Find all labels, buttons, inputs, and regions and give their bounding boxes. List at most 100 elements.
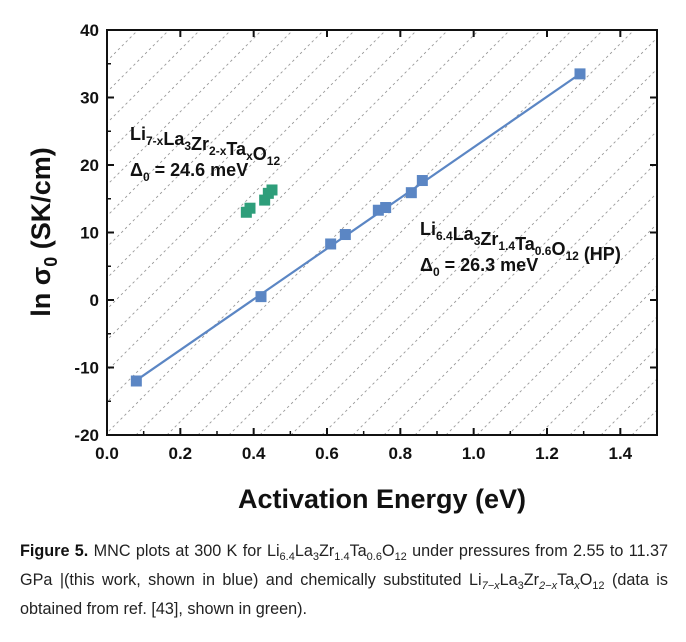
hatch-line bbox=[569, 347, 657, 435]
hatch-line bbox=[290, 68, 657, 435]
data-point bbox=[372, 204, 384, 216]
hatch-line bbox=[631, 409, 657, 435]
hatch-line bbox=[507, 285, 657, 435]
hatch-line bbox=[476, 254, 657, 435]
formula-subscript: 7−x bbox=[481, 580, 500, 593]
hatch-line bbox=[197, 30, 604, 435]
hatch-line bbox=[259, 37, 657, 435]
x-tick-label: 1.4 bbox=[609, 444, 633, 463]
formula-text: O bbox=[551, 239, 565, 259]
hatch-line bbox=[166, 30, 573, 435]
formula-text: Zr bbox=[480, 229, 498, 249]
caption-text-2: under pressures from 2.55 to 11.37 GPa |… bbox=[20, 542, 668, 590]
formula-text: Li bbox=[130, 124, 146, 144]
data-point bbox=[380, 202, 392, 214]
hatch-line bbox=[107, 30, 480, 403]
data-point bbox=[416, 175, 428, 187]
formula-subscript: 12 bbox=[394, 551, 407, 564]
x-axis-ticks: 0.0 0.2 0.4 0.6 0.8 1.0 1.2 1.4 bbox=[95, 30, 633, 463]
data-point bbox=[266, 184, 278, 196]
x-tick-label: 1.2 bbox=[535, 444, 559, 463]
caption-text-3: (data is obtained from ref. [43], shown … bbox=[20, 571, 668, 619]
formula-subscript: 3 bbox=[312, 551, 319, 564]
formula-subscript: 12 bbox=[592, 580, 605, 593]
x-tick-label: 0.4 bbox=[242, 444, 266, 463]
blue-series-delta: Δ0 = 26.3 meV bbox=[420, 255, 538, 279]
data-point bbox=[259, 194, 271, 206]
hatch-line bbox=[600, 378, 657, 435]
formula-text: O bbox=[253, 144, 267, 164]
series-layer bbox=[130, 68, 586, 387]
caption-label: Figure 5. bbox=[20, 542, 89, 560]
mnc-chart: 0.0 0.2 0.4 0.6 0.8 1.0 1.2 1.4 -20-10010203040… bbox=[26, 21, 686, 514]
formula-text: (HP) bbox=[579, 244, 621, 264]
x-axis-label: Activation Energy (eV) bbox=[238, 484, 526, 514]
y-tick-label: 10 bbox=[80, 224, 99, 243]
formula-text: Ta bbox=[226, 139, 247, 159]
hatch-line bbox=[538, 316, 657, 435]
y-axis-label-main: ln σ bbox=[26, 267, 56, 317]
formula-text: La bbox=[499, 571, 518, 590]
hatch-pattern bbox=[107, 30, 686, 435]
x-tick-label: 0.6 bbox=[315, 444, 339, 463]
formula-subscript: 1.4 bbox=[334, 551, 350, 564]
formula-subscript: 6.4 bbox=[436, 229, 453, 243]
data-point bbox=[255, 291, 267, 303]
x-tick-label: 0.8 bbox=[389, 444, 413, 463]
formula-subscript: 3 bbox=[184, 139, 191, 153]
formula-subscript: 7-x bbox=[146, 134, 164, 148]
formula-subscript: 12 bbox=[565, 249, 579, 263]
y-axis-label: ln σ0 (SK/cm) bbox=[26, 147, 61, 317]
green-series-delta: Δ0 = 24.6 meV bbox=[130, 160, 248, 184]
formula-text: O bbox=[381, 542, 395, 560]
hatch-line bbox=[107, 30, 387, 310]
caption-formula-2: Li7−xLa3Zr2−xTaxO12 bbox=[468, 571, 605, 593]
formula-text: O bbox=[579, 571, 593, 590]
formula-text: Li bbox=[468, 571, 482, 590]
caption-text-1: MNC plots at 300 K for bbox=[88, 542, 267, 560]
formula-text: Li bbox=[420, 219, 436, 239]
formula-subscript: 3 bbox=[517, 580, 524, 593]
formula-subscript: x bbox=[574, 580, 580, 593]
formula-text: Ta bbox=[557, 571, 575, 590]
hatch-line bbox=[107, 30, 449, 372]
formula-subscript: 2-x bbox=[209, 144, 227, 158]
hatch-line bbox=[321, 99, 657, 435]
formula-text: Li bbox=[266, 542, 280, 560]
hatch-line bbox=[663, 30, 686, 435]
hatch-line bbox=[107, 30, 511, 434]
delta-subscript: 0 bbox=[143, 170, 150, 184]
figure-caption: Figure 5. MNC plots at 300 K for Li6.4La… bbox=[20, 540, 668, 621]
hatch-line bbox=[445, 223, 657, 435]
x-tick-label: 0.0 bbox=[95, 444, 119, 463]
y-tick-label: 20 bbox=[80, 156, 99, 175]
y-tick-label: 30 bbox=[80, 89, 99, 108]
hatch-line bbox=[135, 30, 542, 435]
formula-subscript: 3 bbox=[474, 234, 481, 248]
data-point bbox=[405, 187, 417, 199]
hatch-line bbox=[352, 130, 657, 435]
data-point bbox=[130, 375, 142, 387]
green-series-formula: Li7-xLa3Zr2-xTaxO12 bbox=[130, 124, 280, 168]
formula-subscript: 0.6 bbox=[366, 551, 382, 564]
hatch-line bbox=[107, 30, 139, 62]
formula-text: Ta bbox=[349, 542, 367, 560]
hatch-line bbox=[414, 192, 657, 435]
x-tick-label: 1.0 bbox=[462, 444, 486, 463]
formula-text: La bbox=[453, 224, 475, 244]
data-point bbox=[325, 238, 337, 250]
fit-line bbox=[135, 72, 581, 382]
formula-text: La bbox=[163, 129, 185, 149]
formula-text: Zr bbox=[523, 571, 540, 590]
formula-subscript: 12 bbox=[267, 154, 281, 168]
caption-formula-1: Li6.4La3Zr1.4Ta0.6O12 bbox=[266, 542, 407, 564]
delta-value: = 26.3 meV bbox=[440, 255, 539, 275]
formula-subscript: 6.4 bbox=[279, 551, 295, 564]
y-tick-label: -20 bbox=[74, 426, 99, 445]
formula-subscript: 2−x bbox=[539, 580, 558, 593]
blue-series-formula: Li6.4La3Zr1.4Ta0.6O12 (HP) bbox=[420, 219, 621, 264]
data-point bbox=[339, 229, 351, 241]
delta-value: = 24.6 meV bbox=[150, 160, 249, 180]
hatch-line bbox=[383, 161, 657, 435]
